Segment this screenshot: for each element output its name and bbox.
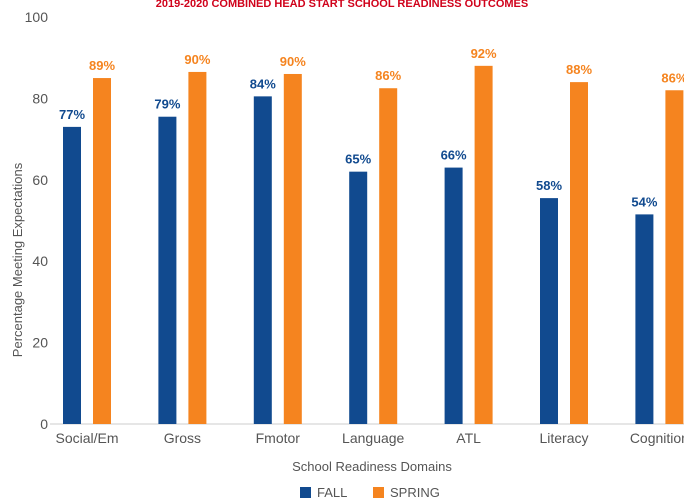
bar-value-label: 86% (375, 68, 401, 83)
bar-value-label: 79% (154, 97, 180, 112)
legend-swatch-spring (373, 487, 384, 498)
x-tick-label: Cognition (630, 430, 684, 446)
bar-spring-0 (93, 78, 111, 425)
x-tick-label: Fmotor (256, 430, 301, 446)
x-tick-label: Gross (164, 430, 201, 446)
bar-value-label: 86% (661, 70, 684, 85)
bar-value-label: 66% (441, 148, 467, 163)
bar-value-label: 90% (280, 54, 306, 69)
bar-fall-0 (63, 126, 81, 424)
y-axis-ticks: 0 20 40 60 80 100 (25, 9, 49, 432)
bar-fall-5 (540, 198, 558, 424)
bar-spring-3 (379, 88, 398, 424)
y-tick-label: 100 (25, 9, 49, 25)
chart-title: 2019-2020 COMBINED HEAD START SCHOOL REA… (156, 0, 528, 10)
bar-value-label: 65% (345, 152, 371, 167)
bar-fall-1 (158, 116, 177, 424)
x-axis-ticks: Social/Em Gross Fmotor Language ATL Literacy C… (55, 430, 684, 446)
y-tick-label: 80 (32, 90, 48, 106)
bar-spring-6 (665, 90, 684, 424)
bars-group: 77% 89% 79% 90% 84% 90% 65% 86% 66% 92% 58% 88% 54% 8… (59, 46, 684, 425)
bar-value-label: 89% (89, 58, 115, 73)
y-tick-label: 0 (40, 416, 48, 432)
legend-label-fall: FALL (317, 485, 347, 500)
y-axis-label: Percentage Meeting Expectations (10, 162, 25, 357)
x-tick-label: Language (342, 430, 405, 446)
bar-spring-1 (188, 71, 207, 424)
y-tick-label: 20 (32, 335, 48, 351)
legend: FALL SPRING (300, 485, 440, 500)
bar-value-label: 84% (250, 76, 276, 91)
bar-fall-6 (635, 214, 654, 424)
bar-value-label: 77% (59, 107, 85, 122)
bar-fall-4 (444, 167, 463, 424)
bar-value-label: 88% (566, 62, 592, 77)
bar-spring-5 (570, 82, 588, 425)
x-tick-label: Social/Em (55, 430, 118, 446)
legend-label-spring: SPRING (390, 485, 440, 500)
bar-value-label: 54% (631, 194, 657, 209)
bar-value-label: 92% (471, 46, 497, 61)
bar-value-label: 58% (536, 178, 562, 193)
bar-spring-2 (283, 73, 302, 424)
x-tick-label: ATL (456, 430, 481, 446)
bar-fall-3 (349, 171, 368, 424)
bar-fall-2 (253, 96, 272, 425)
y-tick-label: 40 (32, 253, 48, 269)
legend-swatch-fall (300, 487, 311, 498)
bar-spring-4 (474, 65, 493, 424)
y-tick-label: 60 (32, 172, 48, 188)
x-tick-label: Literacy (539, 430, 588, 446)
bar-value-label: 90% (184, 52, 210, 67)
x-axis-label: School Readiness Domains (292, 459, 452, 474)
